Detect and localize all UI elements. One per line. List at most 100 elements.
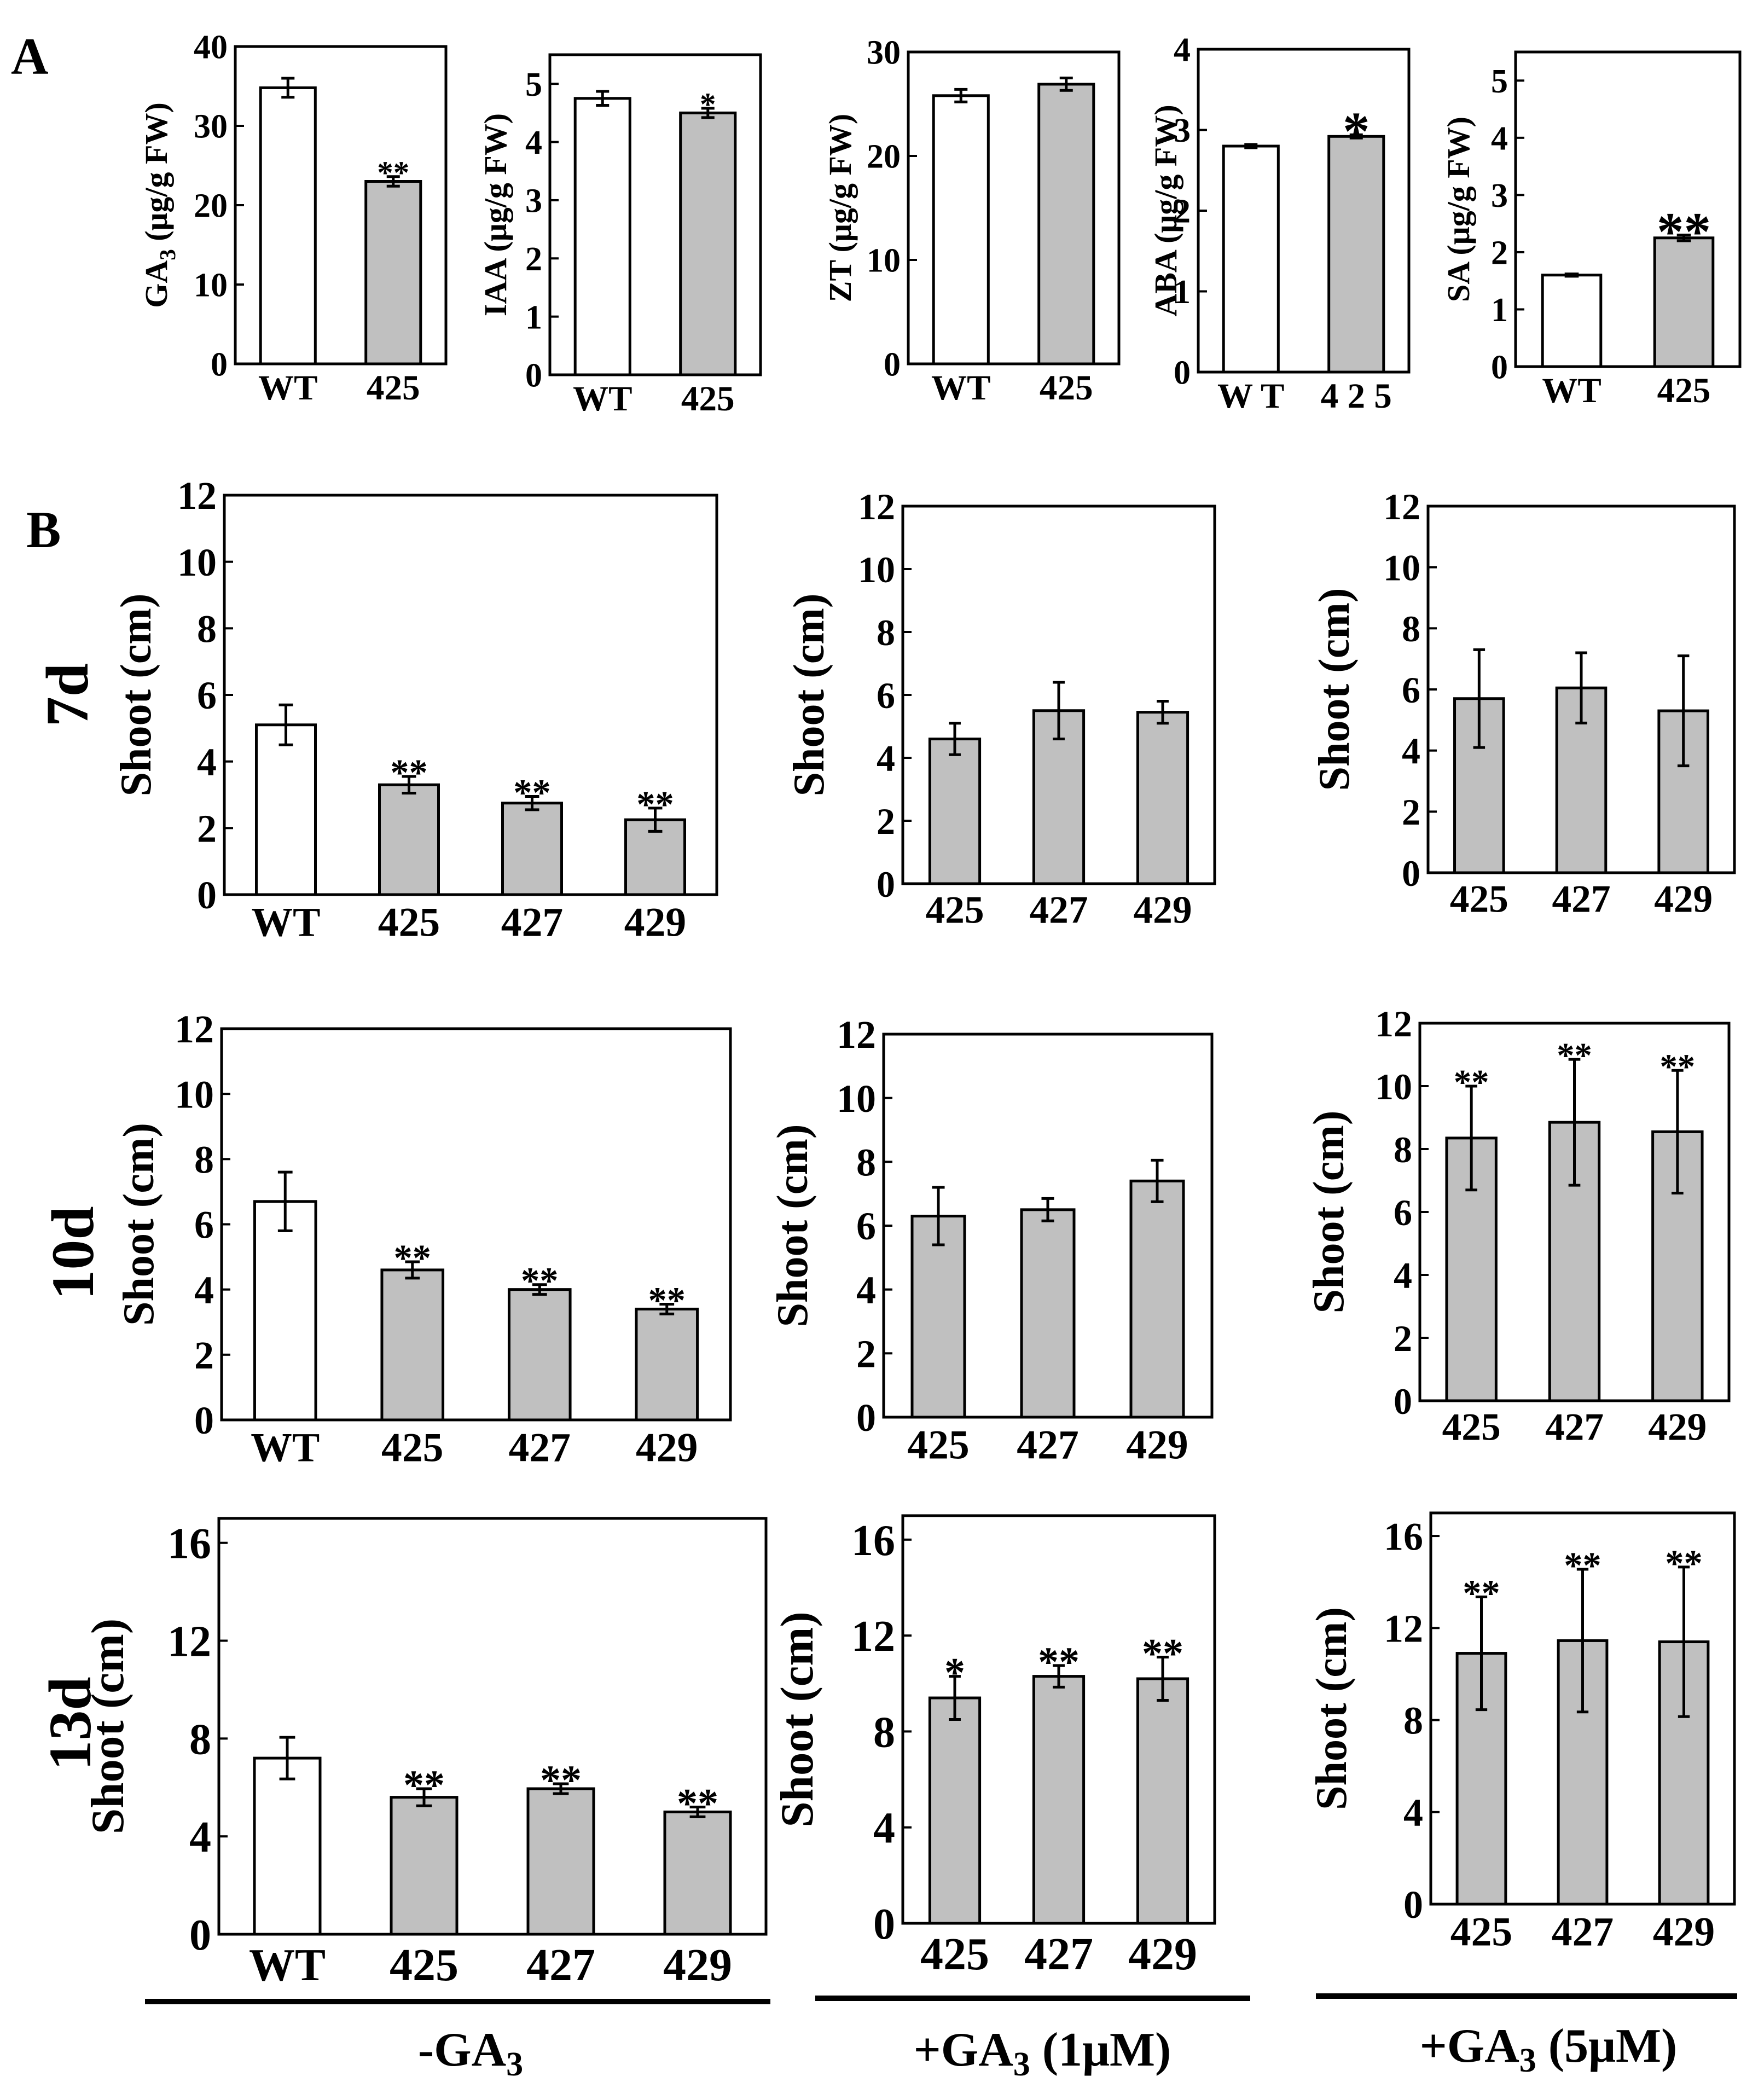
d10_plus1-ytick-label-3: 6	[856, 1204, 876, 1248]
iaa-bar-1	[679, 111, 737, 376]
sa-sig-1: **	[1657, 202, 1711, 262]
sa-xtick-label-1: 425	[1657, 371, 1711, 410]
d13_plus5-ytick-label-2: 8	[1403, 1699, 1423, 1743]
aba-ytick-label-3: 3	[1174, 112, 1191, 149]
d7_plus1-ytick-label-5: 10	[858, 549, 895, 590]
d7_plus1-ytick-label-4: 8	[877, 612, 895, 653]
d13_plus5-ylabel: Shoot (cm)	[1308, 1607, 1356, 1810]
d10_plus5-xtick-label-0: 425	[1442, 1405, 1501, 1448]
sa-ylabel: SA (μg/g FW)	[1441, 117, 1476, 302]
d10_minus-xtick-label-1: 425	[381, 1425, 443, 1471]
d10_plus5-xtick-label-1: 427	[1545, 1405, 1604, 1448]
d7_minus-xtick-label-0: WT	[251, 900, 320, 946]
d13_plus1-ytick-label-2: 8	[873, 1708, 895, 1756]
aba-ytick-label-2: 2	[1174, 193, 1191, 230]
d7_minus-ytick-label-5: 10	[177, 541, 217, 584]
d7_plus1-ytick-label-2: 4	[877, 738, 895, 779]
sa-ytick-label-1: 1	[1491, 292, 1508, 329]
d13_minus-ytick-label-3: 12	[167, 1618, 211, 1666]
d13_plus1-ytick-label-3: 12	[851, 1613, 895, 1661]
d10_plus1-ytick-label-6: 12	[837, 1013, 876, 1057]
d13_minus-xtick-label-2: 427	[526, 1940, 595, 1991]
d7_plus5-ytick-label-1: 2	[1402, 791, 1420, 833]
d10_plus5-ylabel: Shoot (cm)	[1305, 1110, 1353, 1313]
d7_plus5-ytick-label-0: 0	[1402, 852, 1420, 894]
d13_plus5-xtick-label-0: 425	[1450, 1910, 1512, 1955]
d13_plus1-sig-1: **	[1038, 1639, 1080, 1685]
d13_plus5-sig-2: **	[1665, 1542, 1702, 1584]
zt-xtick-label-1: 425	[1040, 368, 1093, 408]
d7_plus1-ylabel: Shoot (cm)	[785, 593, 833, 796]
row-label-10d: 10d	[39, 1206, 106, 1300]
d7_minus-ytick-label-4: 8	[197, 607, 217, 651]
d10_plus1-ylabel: Shoot (cm)	[769, 1124, 817, 1327]
d10_plus1-xtick-label-2: 429	[1126, 1423, 1188, 1468]
d10_minus-ytick-label-4: 8	[194, 1138, 214, 1182]
zt-ytick-label-2: 20	[867, 138, 901, 176]
ga3-xtick-label-0: WT	[258, 368, 318, 408]
ga3-ytick-label-2: 20	[194, 188, 228, 225]
d10_plus1-ytick-label-4: 8	[856, 1141, 876, 1185]
d10_plus1-xtick-label-1: 427	[1017, 1423, 1078, 1468]
aba-bar-0	[1222, 144, 1280, 374]
d7_minus-ytick-label-3: 6	[197, 674, 217, 717]
d13_minus-bar-3	[663, 1810, 732, 1936]
aba-ylabel: ABA (μg/g FW)	[1148, 105, 1183, 316]
d13_minus-ytick-label-0: 0	[189, 1911, 211, 1959]
d13_plus5-sig-0: **	[1463, 1572, 1500, 1614]
ga3-bar-0	[259, 86, 317, 366]
ga3-ylabel: GA3 (μg/g FW)	[138, 102, 180, 308]
d10_plus1-ytick-label-2: 4	[856, 1268, 876, 1312]
zt-ylabel: ZT (μg/g FW)	[822, 114, 858, 302]
d10_minus-bar-0	[253, 1200, 317, 1422]
d10_plus5-ytick-label-5: 10	[1375, 1066, 1412, 1107]
d10_minus-sig-3: **	[648, 1279, 686, 1321]
sa-ytick-label-5: 5	[1491, 63, 1508, 100]
d10_plus5-ytick-label-2: 4	[1394, 1255, 1412, 1296]
d13_plus1-bar-0	[928, 1696, 982, 1925]
d7_plus5-xtick-label-1: 427	[1552, 877, 1610, 920]
d7_plus5-ytick-label-4: 8	[1402, 608, 1420, 649]
d13_minus-sig-3: **	[677, 1780, 718, 1826]
d10_minus-bar-1	[380, 1268, 445, 1422]
d13_minus-sig-1: **	[403, 1762, 445, 1808]
d10_minus-ytick-label-1: 2	[194, 1333, 214, 1377]
ga3-ytick-label-0: 0	[211, 346, 228, 384]
panel-label-a: A	[11, 27, 49, 85]
d7_plus1-bar-0	[928, 738, 982, 885]
d13_minus-xtick-label-3: 429	[663, 1940, 732, 1991]
d7_minus-sig-3: **	[636, 784, 674, 825]
d7_plus1-xtick-label-0: 425	[925, 888, 984, 931]
d13_minus-ytick-label-4: 16	[167, 1520, 211, 1568]
sa-ytick-label-3: 3	[1491, 177, 1508, 214]
d13_minus-bar-2	[526, 1787, 595, 1936]
d10_plus5-ytick-label-0: 0	[1394, 1381, 1412, 1422]
group-label-plus-ga3-1um: +GA3 (1μM)	[914, 2023, 1171, 2083]
sa-ytick-label-2: 2	[1491, 235, 1508, 272]
iaa-sig-1: *	[700, 86, 716, 122]
d13_minus-bar-0	[253, 1756, 322, 1936]
d13_minus-ytick-label-2: 8	[189, 1715, 211, 1764]
d7_plus1-bar-2	[1136, 711, 1189, 885]
d10_plus5-sig-1: **	[1557, 1036, 1592, 1075]
d13_plus5-sig-1: **	[1564, 1545, 1601, 1586]
d10_minus-ytick-label-3: 6	[194, 1203, 214, 1247]
d10_minus-xtick-label-0: WT	[251, 1425, 320, 1471]
sa-bar-0	[1541, 274, 1603, 368]
d10_minus-xtick-label-3: 429	[636, 1425, 698, 1471]
d10_minus-xtick-label-2: 427	[509, 1425, 571, 1471]
aba-ytick-label-1: 1	[1174, 274, 1191, 311]
ga3-ytick-label-1: 10	[194, 267, 228, 304]
iaa-ytick-label-0: 0	[525, 357, 542, 395]
d13_plus5-ytick-label-1: 4	[1403, 1791, 1423, 1835]
iaa-bar-0	[573, 97, 631, 376]
d10_minus-ylabel: Shoot (cm)	[115, 1123, 163, 1326]
d10_minus-sig-2: **	[521, 1260, 558, 1302]
row-label-7d: 7d	[34, 663, 101, 727]
d10_minus-ytick-label-6: 12	[175, 1007, 214, 1051]
sa-plot-frame	[1514, 50, 1742, 368]
d13_minus-bar-1	[390, 1796, 459, 1936]
iaa-ytick-label-3: 3	[525, 183, 542, 220]
zt-bar-1	[1037, 83, 1095, 366]
